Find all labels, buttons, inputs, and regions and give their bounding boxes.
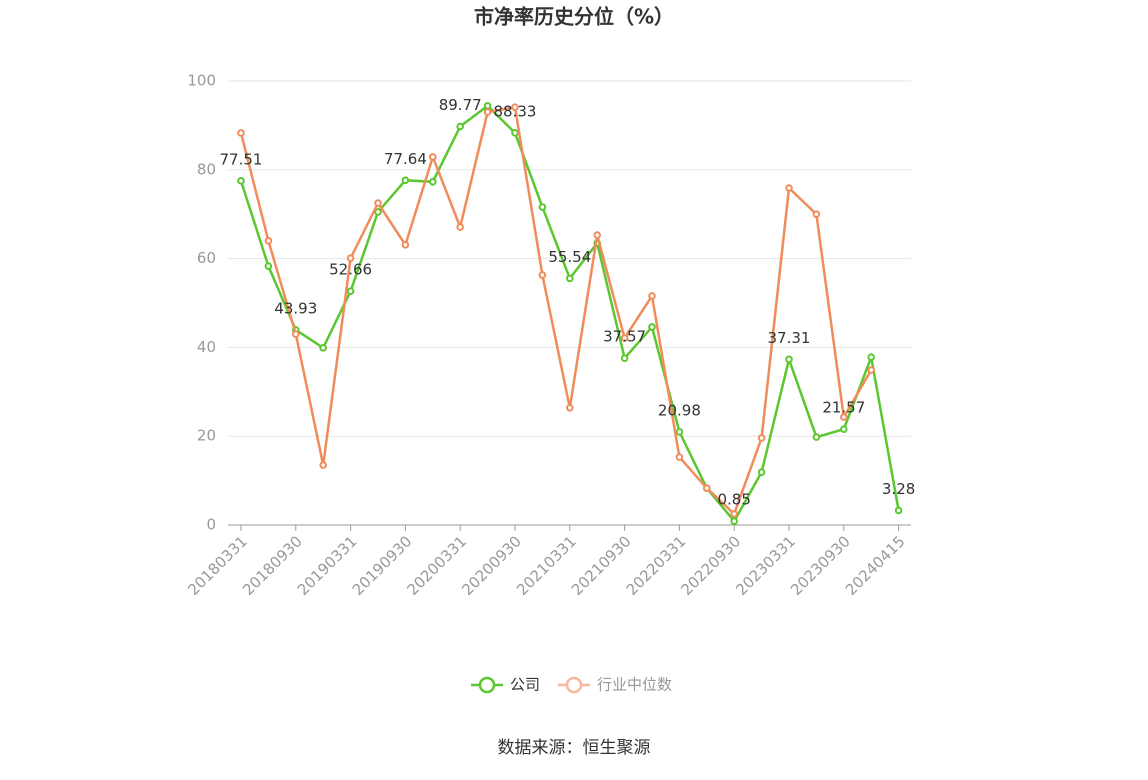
point xyxy=(538,271,547,279)
point xyxy=(812,433,821,441)
series-line xyxy=(239,105,873,517)
point xyxy=(319,344,328,352)
legend-label: 公司 xyxy=(510,676,540,694)
point xyxy=(785,355,793,364)
point xyxy=(511,129,519,137)
data-label: 88.33 xyxy=(494,102,537,120)
point xyxy=(620,334,629,342)
data-label: 77.51 xyxy=(220,150,263,168)
data-label: 37.31 xyxy=(768,329,811,347)
data-label: 89.77 xyxy=(439,96,482,114)
y-tick-label: 100 xyxy=(187,72,216,90)
data-label: 37.57 xyxy=(603,328,646,346)
data-label: 52.66 xyxy=(329,261,372,279)
chart-title: 市净率历史分位（%） xyxy=(474,5,674,29)
legend-label: 行业中位数 xyxy=(597,676,672,694)
y-tick-label: 80 xyxy=(197,160,216,178)
point xyxy=(812,210,821,218)
point xyxy=(648,292,656,300)
series-line xyxy=(239,104,900,524)
data-label: 21.57 xyxy=(822,399,865,417)
point xyxy=(264,237,273,245)
point xyxy=(703,484,711,492)
point xyxy=(401,241,410,249)
point xyxy=(867,353,876,361)
point xyxy=(648,323,656,331)
point xyxy=(401,176,410,185)
source: 数据来源：恒生聚源 xyxy=(498,738,651,758)
point xyxy=(566,403,574,412)
point xyxy=(374,199,382,207)
point xyxy=(566,274,574,283)
point xyxy=(785,184,793,192)
point xyxy=(620,354,629,362)
point xyxy=(346,287,355,295)
point xyxy=(730,510,739,518)
point xyxy=(511,103,519,111)
y-tick-label: 0 xyxy=(206,516,216,534)
point xyxy=(675,428,684,436)
point xyxy=(264,262,273,270)
point xyxy=(237,129,245,137)
x-tick-label: 20240415 xyxy=(842,532,909,599)
data-label: 3.28 xyxy=(882,480,915,498)
y-tick-label: 60 xyxy=(197,249,216,267)
legend-marker xyxy=(478,676,496,694)
data-label: 0.85 xyxy=(717,491,750,509)
point xyxy=(757,434,766,442)
point xyxy=(292,330,300,338)
point xyxy=(867,366,876,374)
point xyxy=(483,108,492,116)
point xyxy=(429,153,437,161)
point xyxy=(894,506,903,515)
data-label: 20.98 xyxy=(658,401,701,419)
data-label: 43.93 xyxy=(274,299,317,317)
point xyxy=(730,517,739,526)
data-label: 77.64 xyxy=(384,150,427,168)
point xyxy=(840,425,848,434)
legend-item: 公司 xyxy=(471,676,540,694)
point xyxy=(538,203,547,211)
point xyxy=(593,231,602,239)
point xyxy=(757,468,766,476)
data-label: 55.54 xyxy=(548,248,591,266)
y-tick-label: 40 xyxy=(197,338,216,356)
point xyxy=(319,461,328,469)
point xyxy=(456,122,465,131)
legend-item: 行业中位数 xyxy=(558,676,672,694)
y-tick-label: 20 xyxy=(197,427,216,445)
point xyxy=(346,254,355,262)
point xyxy=(840,413,848,421)
point xyxy=(429,177,437,186)
point xyxy=(483,102,492,110)
point xyxy=(456,223,465,231)
legend-marker xyxy=(565,676,583,694)
point xyxy=(374,208,382,216)
point xyxy=(237,177,245,185)
point xyxy=(675,453,684,461)
